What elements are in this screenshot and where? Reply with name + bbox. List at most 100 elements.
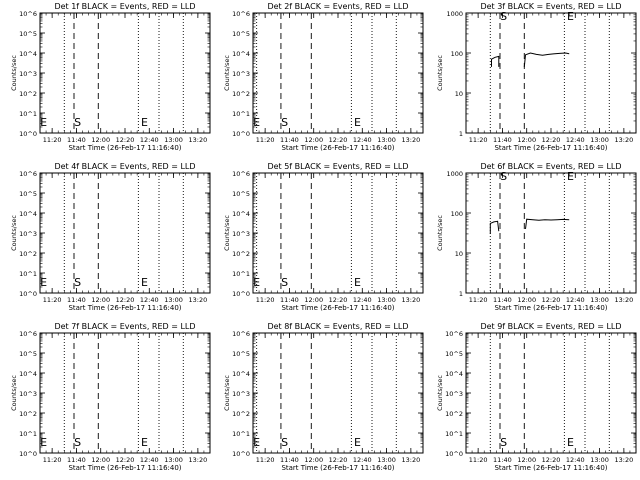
event-rate-trace [491,55,500,67]
y-tick-label: 10^6 [232,330,250,338]
y-tick-label: 10^5 [19,190,37,198]
y-axis-label: Counts/sec [223,215,231,251]
y-tick-label: 10^2 [19,410,37,418]
y-tick-label: 10^4 [232,370,250,378]
plot-frame [465,12,637,134]
segment-marker-label: E [354,436,361,449]
y-tick-label: 10^0 [232,290,250,298]
y-tick-label: 10^1 [19,430,37,438]
plot-frame [39,12,211,134]
segment-marker-label: S [500,436,507,449]
event-rate-trace [489,220,500,234]
segment-marker-label: S [281,116,288,129]
segment-marker-label: S [74,436,81,449]
segment-marker-label: E [253,276,260,289]
y-tick-label: 10^1 [232,110,250,118]
y-tick-label: 10^6 [445,330,463,338]
y-tick-label: 10^5 [19,30,37,38]
x-tick-label: 11:40 [493,296,512,304]
plot-frame [252,172,424,294]
detector-panel: Det 3f BLACK = Events, RED = LLD 1 10 100 10… [436,2,637,152]
segment-marker-label: E [253,116,260,129]
x-tick-label: 12:40 [566,456,585,464]
detector-panel: Det 7f BLACK = Events, RED = LLD 10^0 10^1… [10,322,211,472]
x-tick-label: 12:40 [140,456,159,464]
panel-title: Det 4f BLACK = Events, RED = LLD [54,162,195,171]
y-tick-label: 10^0 [445,450,463,458]
y-tick-label: 10^3 [232,70,250,78]
y-tick-label: 1 [459,290,463,298]
y-tick-label: 10^6 [19,10,37,18]
x-tick-label: 12:20 [542,296,561,304]
x-tick-label: 12:00 [91,136,110,144]
x-tick-label: 13:20 [401,136,420,144]
x-tick-label: 13:00 [590,296,609,304]
x-tick-label: 11:20 [469,456,488,464]
y-tick-label: 10^0 [232,450,250,458]
plot-frame [39,332,211,454]
x-tick-label: 13:20 [401,296,420,304]
x-tick-label: 12:20 [329,456,348,464]
x-tick-label: 11:40 [67,296,86,304]
x-tick-label: 12:40 [566,136,585,144]
y-tick-label: 10^4 [19,210,37,218]
y-axis-label: Counts/sec [10,215,18,251]
y-tick-label: 10^5 [232,350,250,358]
detector-panel: Det 4f BLACK = Events, RED = LLD 10^0 10^1… [10,162,211,312]
panel-title: Det 7f BLACK = Events, RED = LLD [54,322,195,331]
x-axis-label: Start Time (26-Feb-17 11:16:40) [494,464,607,472]
y-tick-label: 10^3 [232,390,250,398]
y-tick-label: 10^6 [19,170,37,178]
x-tick-label: 11:20 [256,296,275,304]
y-tick-label: 10^5 [232,30,250,38]
y-tick-label: 10^3 [19,390,37,398]
y-tick-label: 10^1 [19,270,37,278]
x-tick-label: 13:00 [590,136,609,144]
detector-panel: Det 5f BLACK = Events, RED = LLD 10^0 10^1… [223,162,424,312]
segment-marker-label: S [281,436,288,449]
y-tick-label: 10 [455,90,463,98]
y-axis-label: Counts/sec [10,55,18,91]
x-tick-label: 12:00 [304,136,323,144]
x-tick-label: 11:20 [43,136,62,144]
x-tick-label: 13:20 [614,296,633,304]
y-tick-label: 10^1 [445,430,463,438]
x-tick-label: 11:40 [280,136,299,144]
y-tick-label: 10^1 [232,270,250,278]
x-tick-label: 12:00 [304,296,323,304]
detector-panel: Det 2f BLACK = Events, RED = LLD 10^0 10^1… [223,2,424,152]
segment-marker-label: E [567,436,574,449]
x-tick-label: 13:20 [401,456,420,464]
x-tick-label: 13:20 [614,456,633,464]
y-tick-label: 10^1 [19,110,37,118]
segment-marker-label: S [500,10,507,23]
detector-panel: Det 8f BLACK = Events, RED = LLD 10^0 10^1… [223,322,424,472]
detector-panel: Det 6f BLACK = Events, RED = LLD 1 10 100 10… [436,162,637,312]
y-axis-label: Counts/sec [436,375,444,411]
x-tick-label: 12:20 [116,296,135,304]
x-tick-label: 13:00 [377,456,396,464]
detector-panel: Det 9f BLACK = Events, RED = LLD 10^0 10^1… [436,322,637,472]
y-axis-label: Counts/sec [223,375,231,411]
segment-marker-label: S [74,276,81,289]
y-tick-label: 10^5 [19,350,37,358]
x-tick-label: 12:00 [91,456,110,464]
panel-title: Det 2f BLACK = Events, RED = LLD [267,2,408,11]
panel-title: Det 1f BLACK = Events, RED = LLD [54,2,195,11]
y-tick-label: 10^0 [19,130,37,138]
x-tick-label: 13:20 [614,136,633,144]
x-tick-label: 11:40 [280,296,299,304]
x-tick-label: 11:20 [256,456,275,464]
y-tick-label: 10^5 [232,190,250,198]
y-tick-label: 10 [455,250,463,258]
x-tick-label: 12:00 [517,136,536,144]
plot-frame [39,172,211,294]
y-tick-label: 10^2 [232,410,250,418]
y-axis-label: Counts/sec [436,215,444,251]
x-tick-label: 12:20 [116,136,135,144]
panel-title: Det 5f BLACK = Events, RED = LLD [267,162,408,171]
y-tick-label: 10^2 [19,90,37,98]
segment-marker-label: S [500,170,507,183]
x-tick-label: 12:00 [304,456,323,464]
